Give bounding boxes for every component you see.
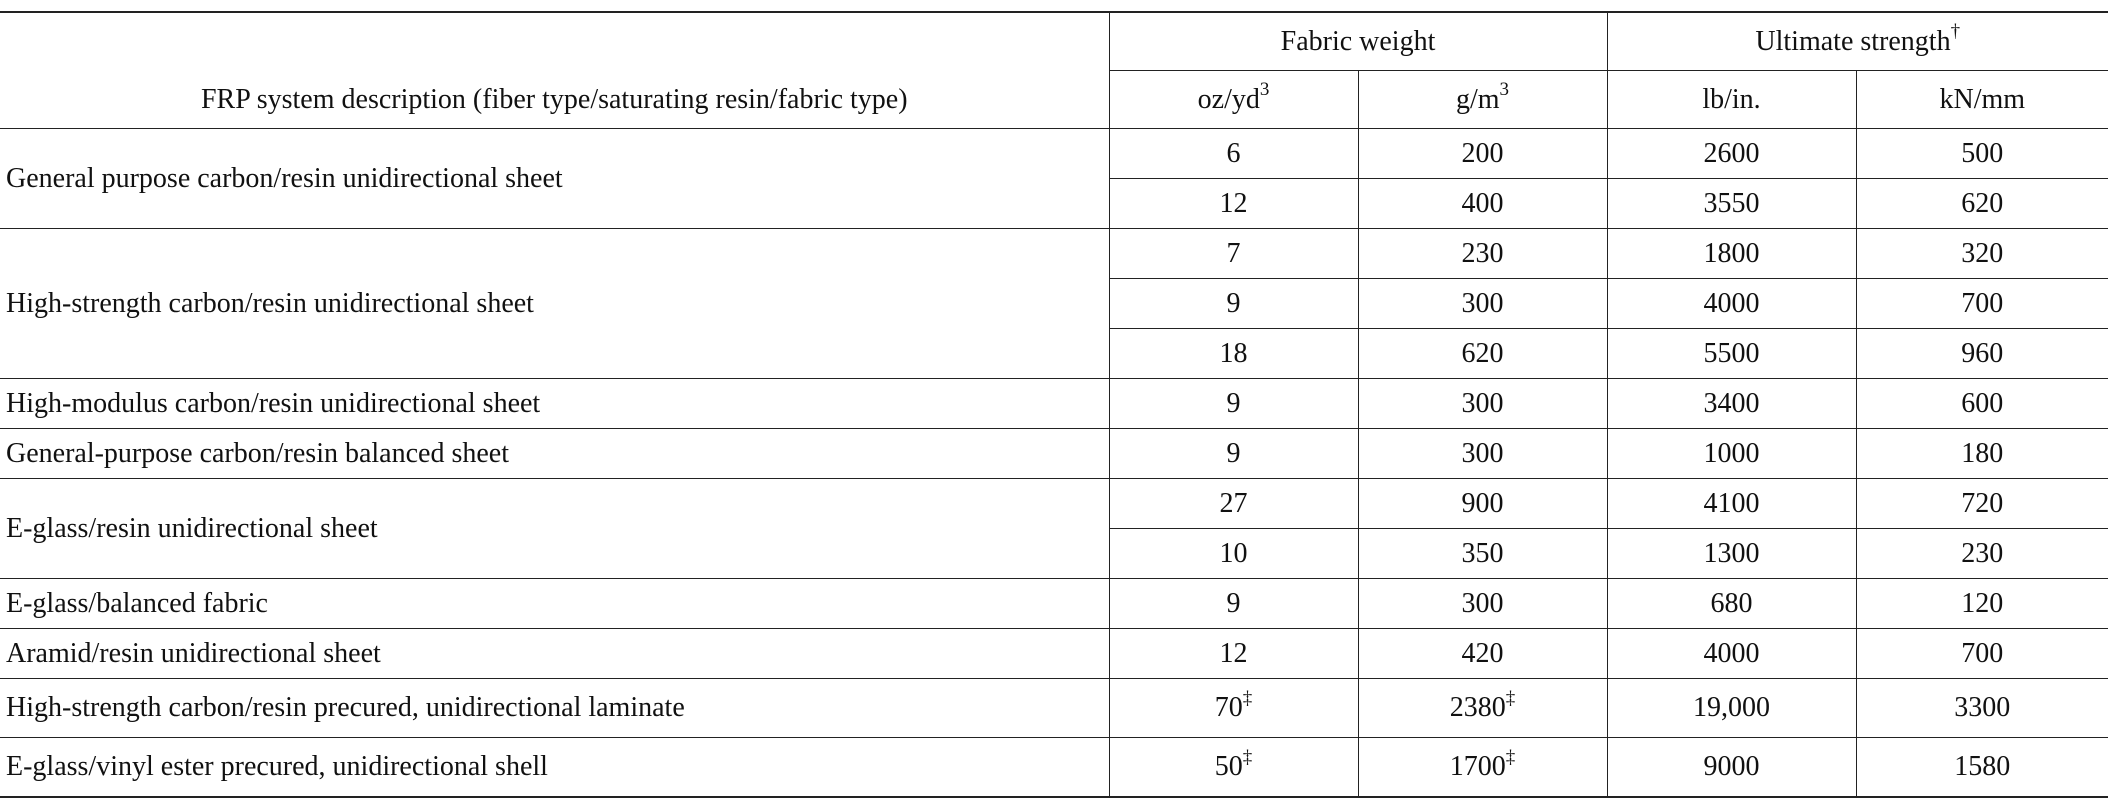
- cell-text: 2380: [1449, 692, 1506, 723]
- table-cell: 230: [1855, 528, 2108, 579]
- table-cell: 230: [1357, 228, 1608, 279]
- table-cell: 350: [1357, 528, 1608, 579]
- table-cell: 9: [1108, 378, 1359, 429]
- table-cell: 9000: [1606, 737, 1857, 798]
- table-cell: 500: [1855, 128, 2108, 179]
- table-cell: 420: [1357, 628, 1608, 679]
- table-row: Aramid/resin unidirectional sheet 12 420 40…: [0, 628, 2108, 679]
- table-cell: 4100: [1606, 478, 1857, 529]
- table-cell: 18: [1108, 328, 1359, 379]
- table-cell: 700: [1855, 628, 2108, 679]
- header-unit: lb/in.: [1606, 70, 1857, 129]
- row-description: E-glass/balanced fabric: [0, 578, 1110, 629]
- table-cell: 960: [1855, 328, 2108, 379]
- header-unit: g/m3: [1357, 70, 1608, 129]
- table-cell: 5500: [1606, 328, 1857, 379]
- row-description: Aramid/resin unidirectional sheet: [0, 628, 1110, 679]
- table-cell: 12: [1108, 178, 1359, 229]
- footnote-mark: ‡: [1505, 687, 1516, 709]
- fabric-table: FRP system description (fiber type/satur…: [0, 11, 2108, 798]
- table-cell: 9: [1108, 578, 1359, 629]
- table-cell: 9: [1108, 428, 1359, 479]
- table-row: E-glass/balanced fabric 9 300 680 120: [0, 578, 2108, 629]
- table-cell: 2600: [1606, 128, 1857, 179]
- table-row: High-strength carbon/resin unidirectiona…: [0, 228, 2108, 379]
- table-cell: 2380‡: [1357, 678, 1608, 738]
- footnote-mark: ‡: [1505, 746, 1516, 768]
- cell-text: oz/yd: [1197, 83, 1260, 115]
- table-row: High-modulus carbon/resin unidirectional…: [0, 378, 2108, 429]
- table-cell: 12: [1108, 628, 1359, 679]
- table-cell: 600: [1855, 378, 2108, 429]
- table-cell: 1580: [1855, 737, 2108, 798]
- header-row: FRP system description (fiber type/satur…: [0, 11, 2108, 129]
- table-row: E-glass/resin unidirectional sheet 27 900 4…: [0, 478, 2108, 579]
- footnote-mark: 3: [1499, 79, 1510, 101]
- cell-text: g/m: [1455, 83, 1500, 115]
- header-group: Fabric weight: [1108, 11, 1608, 71]
- table-cell: 6: [1108, 128, 1359, 179]
- table-cell: 400: [1357, 178, 1608, 229]
- table-cell: 9: [1108, 278, 1359, 329]
- table-cell: 3400: [1606, 378, 1857, 429]
- table-cell: 7: [1108, 228, 1359, 279]
- row-description: E-glass/vinyl ester precured, unidirecti…: [0, 737, 1110, 798]
- table-cell: 1300: [1606, 528, 1857, 579]
- footnote-mark: ‡: [1242, 687, 1253, 709]
- header-description: FRP system description (fiber type/satur…: [0, 11, 1110, 129]
- table-cell: 4000: [1606, 278, 1857, 329]
- cell-text: Ultimate strength: [1755, 25, 1951, 57]
- table-cell: 300: [1357, 428, 1608, 479]
- table-cell: 900: [1357, 478, 1608, 529]
- header-row: oz/yd3 g/m3 lb/in. kN/mm: [0, 70, 2108, 129]
- footnote-mark: ‡: [1242, 746, 1253, 768]
- table-cell: 50‡: [1108, 737, 1359, 798]
- row-description: General purpose carbon/resin unidirectio…: [0, 128, 1110, 229]
- table-cell: 200: [1357, 128, 1608, 179]
- cell-text: 50: [1214, 751, 1243, 782]
- table-cell: 3300: [1855, 678, 2108, 738]
- row-description: High-modulus carbon/resin unidirectional…: [0, 378, 1110, 429]
- header-unit: kN/mm: [1855, 70, 2108, 129]
- table-row: General-purpose carbon/resin balanced sh…: [0, 428, 2108, 479]
- table-row: 9 300 4000 700: [0, 278, 2108, 329]
- table-cell: 180: [1855, 428, 2108, 479]
- table-cell: 300: [1357, 278, 1608, 329]
- table-cell: 1000: [1606, 428, 1857, 479]
- row-description: High-strength carbon/resin unidirectiona…: [0, 228, 1110, 379]
- table-cell: 10: [1108, 528, 1359, 579]
- table-cell: 680: [1606, 578, 1857, 629]
- table-cell: 300: [1357, 378, 1608, 429]
- table-cell: 19,000: [1606, 678, 1857, 738]
- table-row: General purpose carbon/resin unidirectio…: [0, 128, 2108, 229]
- table-cell: 1700‡: [1357, 737, 1608, 798]
- table-cell: 700: [1855, 278, 2108, 329]
- cell-text: 1700: [1449, 751, 1506, 782]
- table-cell: 320: [1855, 228, 2108, 279]
- table-cell: 4000: [1606, 628, 1857, 679]
- table-cell: 1800: [1606, 228, 1857, 279]
- table-cell: 300: [1357, 578, 1608, 629]
- table-body: FRP system description (fiber type/satur…: [0, 11, 2108, 798]
- table-cell: 27: [1108, 478, 1359, 529]
- table-row: 18 620 5500 960: [0, 328, 2108, 379]
- table-cell: 620: [1855, 178, 2108, 229]
- header-unit: oz/yd3: [1108, 70, 1359, 129]
- table-cell: 3550: [1606, 178, 1857, 229]
- row-description: General-purpose carbon/resin balanced sh…: [0, 428, 1110, 479]
- header-group: Ultimate strength†: [1606, 11, 2108, 71]
- footnote-mark: †: [1950, 21, 1961, 43]
- footnote-mark: 3: [1259, 79, 1270, 101]
- table-cell: 620: [1357, 328, 1608, 379]
- table-cell: 120: [1855, 578, 2108, 629]
- row-description: E-glass/resin unidirectional sheet: [0, 478, 1110, 579]
- table-cell: 720: [1855, 478, 2108, 529]
- table-row: High-strength carbon/resin precured, uni…: [0, 678, 2108, 738]
- table-cell: 70‡: [1108, 678, 1359, 738]
- cell-text: 70: [1214, 692, 1243, 723]
- table-row: E-glass/vinyl ester precured, unidirecti…: [0, 737, 2108, 798]
- row-description: High-strength carbon/resin precured, uni…: [0, 678, 1110, 738]
